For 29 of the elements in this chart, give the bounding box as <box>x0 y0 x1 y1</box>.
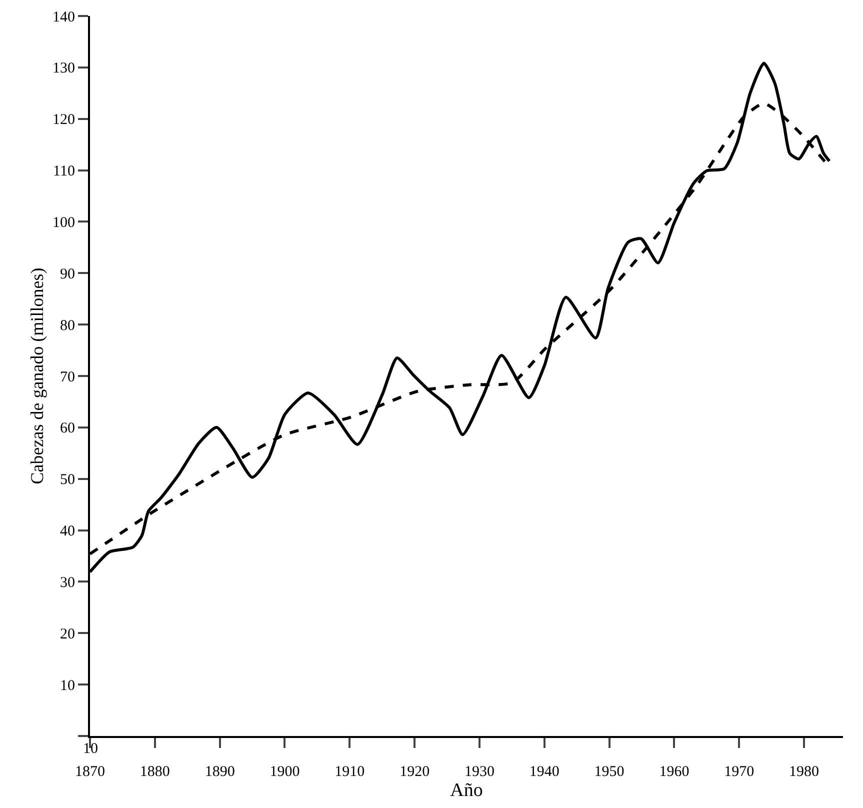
x-tick-label: 1870 <box>75 764 105 780</box>
x-axis-title: Año <box>450 780 483 801</box>
x-tick-label: 1880 <box>140 764 170 780</box>
y-tick-label: 50 <box>60 472 75 488</box>
y-tick-label: 140 <box>52 9 75 26</box>
y-tick-label: 130 <box>52 60 75 77</box>
y-tick-label: 90 <box>60 266 75 282</box>
y-tick-label: 20 <box>60 626 75 642</box>
y-tick-label: 100 <box>52 214 75 231</box>
y-tick-label: 10 <box>60 678 75 694</box>
y-tick-label: 120 <box>52 112 75 128</box>
x-tick-label: 1890 <box>204 764 235 780</box>
y-tick-label: 110 <box>53 164 75 180</box>
y-tick-label: 60 <box>60 420 75 437</box>
y-tick-label: 70 <box>60 369 75 386</box>
y-tick-label: 40 <box>60 524 75 540</box>
x-tick-label: 1980 <box>789 764 820 780</box>
y-axis-title: Cabezas de ganado (millones) <box>27 268 47 484</box>
x-tick-label: 1910 <box>334 764 365 780</box>
x-tick-label: 1940 <box>529 764 560 780</box>
x-tick-label: 1950 <box>594 764 624 780</box>
x-tick-label: 1930 <box>464 764 494 780</box>
x-tick-label: 1920 <box>400 764 430 780</box>
x-tick-label: 1970 <box>724 764 754 780</box>
x-tick-label: 1960 <box>659 764 690 780</box>
x-tick-label: 1900 <box>270 764 300 780</box>
y-tick-label: 30 <box>60 574 75 591</box>
y-tick-label: 80 <box>60 318 75 334</box>
text: 10 <box>83 741 98 757</box>
